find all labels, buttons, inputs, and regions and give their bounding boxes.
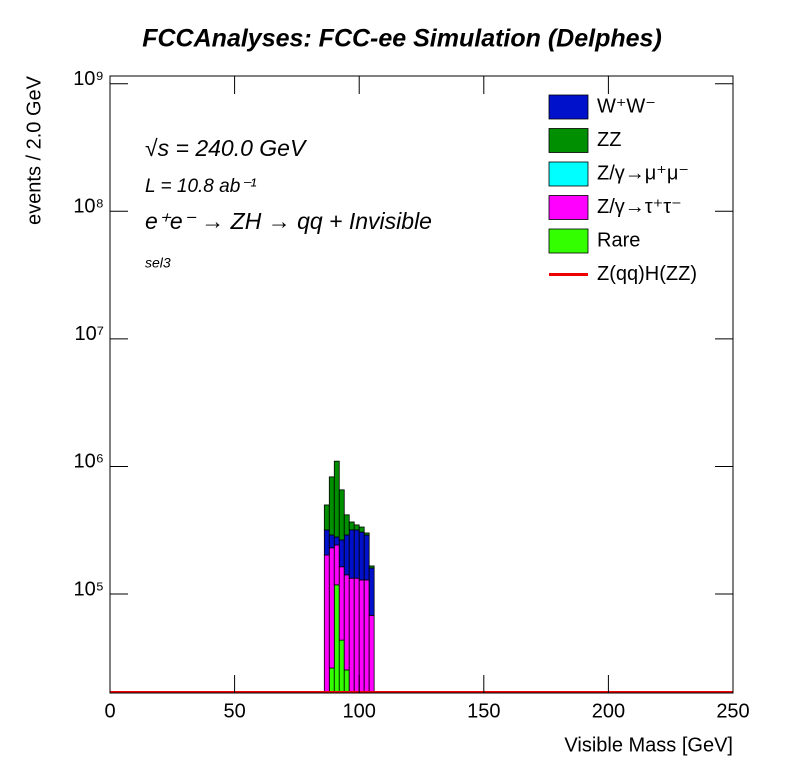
y-tick-label: 10⁸ [73,196,104,218]
bar [343,574,350,671]
bar [353,529,360,579]
bar [368,567,375,616]
annotation: sel3 [145,255,171,271]
plot-frame [109,75,734,694]
bar [328,667,335,694]
legend-swatch [548,94,589,120]
bar [343,669,350,694]
x-tick-label: 0 [104,700,115,722]
bar [338,489,345,541]
bar [323,529,330,556]
bar [338,566,345,641]
y-tick-label: 10⁷ [75,323,104,345]
legend-swatch [548,128,589,153]
x-tick-label: 200 [592,700,625,722]
annotation: √s = 240.0 GeV [145,135,308,161]
bar [323,554,330,694]
bar [333,536,340,546]
bar [348,529,355,579]
y-axis-label: events / 2.0 GeV [23,75,45,225]
legend-label: Z/γ→τ⁺τ⁻ [597,196,682,218]
bar [328,547,335,669]
bar [368,614,375,694]
bar [338,539,345,568]
y-tick-label: 10⁶ [74,451,104,473]
legend-swatch [548,228,589,254]
bar [363,532,370,536]
bar [358,579,365,694]
legend-label: Z(qq)H(ZZ) [597,263,697,285]
x-tick-label: 250 [716,700,749,722]
bar [363,579,370,694]
legend-label: Z/γ→μ⁺μ⁻ [597,162,689,184]
bar [333,460,340,538]
bar [353,577,360,694]
bar [368,565,375,569]
x-tick-label: 150 [467,700,500,722]
chart-title: FCCAnalyses: FCC-ee Simulation (Delphes) [142,25,662,53]
y-tick-label: 10⁹ [73,68,104,90]
bar [358,531,365,581]
bar [328,534,335,549]
bar [353,524,360,531]
bar [348,521,355,531]
legend-swatch [548,195,589,220]
bar [343,514,350,536]
bar [338,639,345,694]
legend-label: W⁺W⁻ [597,95,656,117]
annotation: L = 10.8 ab⁻¹ [145,176,257,197]
bar [333,544,340,586]
x-tick-label: 100 [343,700,376,722]
x-tick-label: 50 [223,700,245,722]
bar [323,504,330,531]
bar [343,534,350,576]
bar [363,534,370,581]
x-axis-label: Visible Mass [GeV] [564,734,733,756]
y-tick-label: 10⁵ [73,578,104,600]
legend-swatch [548,161,589,187]
legend-label: Rare [597,229,640,251]
bar [333,584,340,694]
bar [358,526,365,533]
bar [348,577,355,694]
annotation: e⁺e⁻ → ZH → qq + Invisible [145,208,432,234]
bar [328,476,335,536]
legend-label: ZZ [597,129,621,151]
